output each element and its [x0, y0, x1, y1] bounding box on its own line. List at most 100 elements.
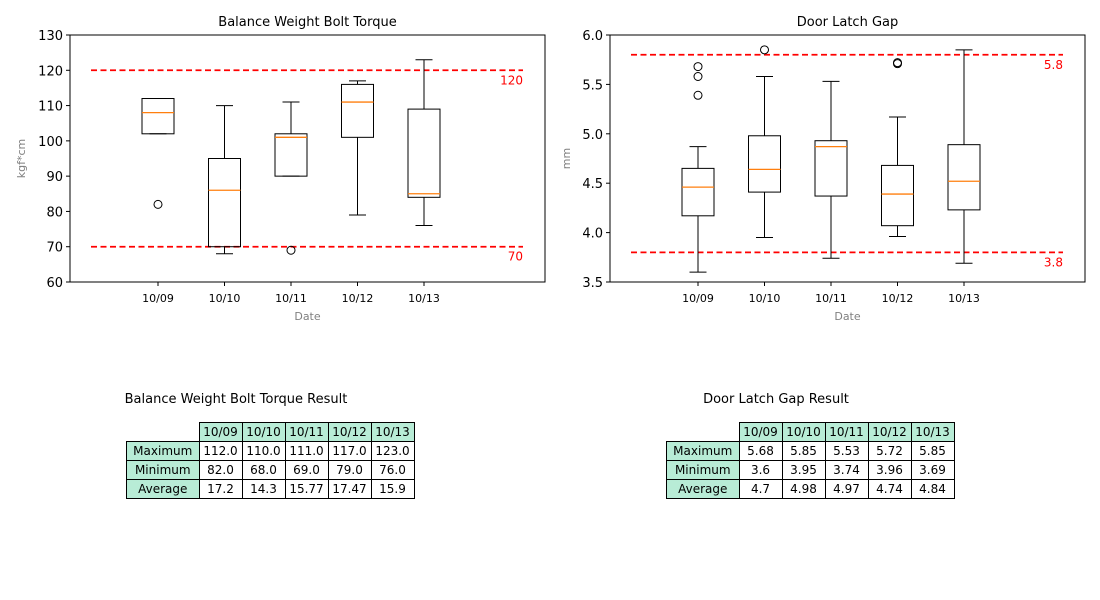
table-cell: 76.0 — [370, 460, 415, 480]
outlier-point — [693, 62, 703, 72]
torque-boxplot-chart: Balance Weight Bolt Torque 120 70 60 70 80 90 1… — [15, 15, 546, 323]
y-tick-label: 70 — [46, 241, 63, 256]
table-row-header: Maximum — [126, 441, 200, 461]
outlier-point — [286, 245, 296, 255]
table-header-row: 10/09 10/10 10/11 10/12 10/13 — [127, 422, 415, 442]
table-row: Average 17.2 14.3 15.77 17.47 15.9 — [126, 479, 415, 499]
table-cell: 17.47 — [327, 479, 372, 499]
x-axis-label: Date — [834, 310, 861, 323]
table-col-header: 10/13 — [910, 422, 955, 442]
table-cell: 4.7 — [738, 479, 783, 499]
limit-label: 3.8 — [1044, 255, 1063, 269]
plot-frame — [609, 34, 1086, 283]
y-tick-label: 120 — [38, 64, 63, 79]
latch-result-table: 10/09 10/10 10/11 10/12 10/13 Maximum 5.… — [666, 422, 955, 499]
table-cell: 3.6 — [738, 460, 783, 480]
y-tick-label: 60 — [46, 276, 63, 291]
table-cell: 5.85 — [781, 441, 826, 461]
table-cell: 14.3 — [241, 479, 286, 499]
table-row-header: Minimum — [666, 460, 740, 480]
table-cell: 17.2 — [198, 479, 243, 499]
table-cell: 4.97 — [824, 479, 869, 499]
box-iqr — [141, 98, 175, 135]
outlier-point — [893, 58, 902, 68]
box-iqr — [881, 164, 914, 227]
table-cell: 4.98 — [781, 479, 826, 499]
table-row-header: Average — [666, 479, 740, 499]
table-cell: 3.96 — [867, 460, 912, 480]
limit-label: 70 — [508, 250, 523, 264]
limit-label: 120 — [500, 73, 523, 87]
y-tick-label: 110 — [38, 100, 63, 115]
table-cell: 4.84 — [910, 479, 955, 499]
table-cell: 123.0 — [370, 441, 415, 461]
y-tick-label: 90 — [46, 170, 63, 185]
y-tick-label: 130 — [38, 29, 63, 44]
table-cell: 111.0 — [284, 441, 329, 461]
table-col-header: 10/12 — [867, 422, 912, 442]
torque-table-title: Balance Weight Bolt Torque Result — [124, 392, 348, 407]
y-tick-label: 5.0 — [582, 128, 603, 143]
y-tick-label: 6.0 — [582, 29, 603, 44]
x-tick-label: 10/09 — [682, 292, 714, 305]
y-tick-label: 4.5 — [582, 177, 603, 192]
table-cell: 3.74 — [824, 460, 869, 480]
table-cell: 82.0 — [198, 460, 243, 480]
table-row-header: Average — [126, 479, 200, 499]
x-tick-label: 10/12 — [882, 292, 914, 305]
table-cell: 3.69 — [910, 460, 955, 480]
table-header-row: 10/09 10/10 10/11 10/12 10/13 — [667, 422, 955, 442]
x-tick-label: 10/12 — [342, 292, 374, 305]
table-row-header: Minimum — [126, 460, 200, 480]
table-row: Minimum 3.6 3.95 3.74 3.96 3.69 — [666, 460, 955, 480]
table-col-header: 10/10 — [781, 422, 826, 442]
outlier-point — [693, 90, 703, 100]
x-tick-label: 10/11 — [275, 292, 307, 305]
table-corner — [127, 423, 200, 442]
table-cell: 69.0 — [284, 460, 329, 480]
box-iqr — [208, 158, 241, 248]
y-tick-label: 100 — [38, 135, 63, 150]
y-axis-label: kgf*cm — [15, 139, 28, 179]
table-cell: 79.0 — [327, 460, 372, 480]
outlier-point — [760, 45, 769, 55]
latch-gap-boxplot-chart: Door Latch Gap 5.8 3.8 3.5 4.0 4.5 5.0 5.5 6.0 10… — [560, 15, 1086, 323]
table-col-header: 10/10 — [241, 422, 286, 442]
table-row: Minimum 82.0 68.0 69.0 79.0 76.0 — [126, 460, 415, 480]
plot-frame — [69, 34, 546, 283]
table-col-header: 10/11 — [824, 422, 869, 442]
box-iqr — [748, 135, 781, 193]
chart-title: Balance Weight Bolt Torque — [218, 15, 396, 30]
outlier-point — [153, 199, 163, 209]
box-iqr — [681, 167, 715, 217]
torque-result-table: 10/09 10/10 10/11 10/12 10/13 Maximum 11… — [126, 422, 415, 499]
box-iqr — [407, 108, 441, 198]
table-cell: 68.0 — [241, 460, 286, 480]
x-axis-label: Date — [294, 310, 321, 323]
table-cell: 117.0 — [327, 441, 372, 461]
table-row-header: Maximum — [666, 441, 740, 461]
table-col-header: 10/09 — [198, 422, 243, 442]
y-tick-label: 4.0 — [582, 227, 603, 242]
table-col-header: 10/12 — [327, 422, 372, 442]
table-col-header: 10/13 — [370, 422, 415, 442]
y-axis-label: mm — [560, 148, 573, 169]
table-cell: 110.0 — [241, 441, 286, 461]
x-tick-label: 10/10 — [749, 292, 781, 305]
table-row: Maximum 112.0 110.0 111.0 117.0 123.0 — [126, 441, 415, 461]
limit-label: 5.8 — [1044, 58, 1063, 72]
table-cell: 5.68 — [738, 441, 783, 461]
table-corner — [667, 423, 740, 442]
y-tick-label: 80 — [46, 205, 63, 220]
table-cell: 112.0 — [198, 441, 243, 461]
table-cell: 5.85 — [910, 441, 955, 461]
chart-title: Door Latch Gap — [797, 15, 899, 30]
x-tick-label: 10/11 — [815, 292, 847, 305]
y-tick-label: 3.5 — [582, 276, 603, 291]
latch-table-title: Door Latch Gap Result — [703, 392, 849, 407]
table-cell: 5.53 — [824, 441, 869, 461]
table-cell: 5.72 — [867, 441, 912, 461]
outlier-point — [693, 71, 703, 81]
table-cell: 15.77 — [284, 479, 329, 499]
table-col-header: 10/09 — [738, 422, 783, 442]
